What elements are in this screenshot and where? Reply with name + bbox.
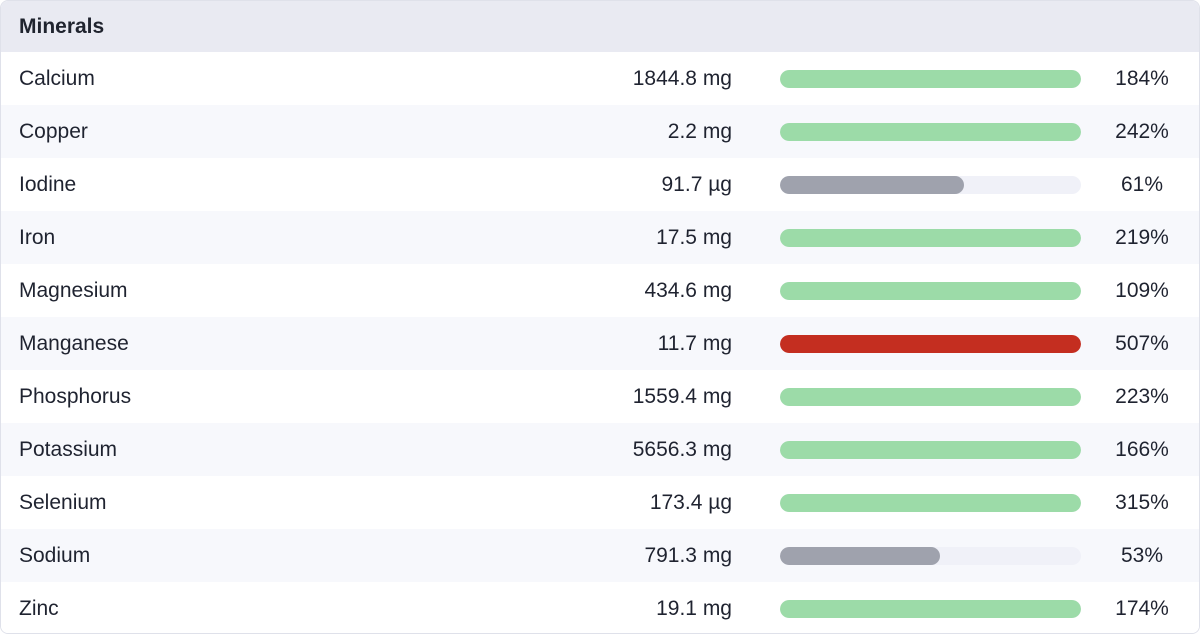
- mineral-amount: 91.7 µg: [661, 172, 733, 196]
- mineral-percent: 315%: [1115, 490, 1169, 514]
- progress-bar-track: [780, 334, 1081, 353]
- progress-bar-track: [780, 493, 1081, 512]
- progress-bar-fill: [780, 122, 1081, 141]
- mineral-row: Iodine 91.7 µg 61%: [1, 158, 1199, 211]
- progress-bar-track: [780, 69, 1081, 88]
- mineral-name: Iodine: [19, 172, 77, 196]
- progress-bar-track: [780, 546, 1081, 565]
- progress-bar-fill: [780, 281, 1081, 300]
- panel-title: Minerals: [19, 14, 105, 38]
- progress-bar-fill: [780, 546, 940, 565]
- progress-bar-track: [780, 440, 1081, 459]
- progress-bar-track: [780, 599, 1081, 618]
- mineral-percent: 507%: [1115, 331, 1169, 355]
- mineral-amount: 1559.4 mg: [632, 384, 732, 408]
- progress-bar-track: [780, 122, 1081, 141]
- mineral-name: Calcium: [19, 66, 95, 90]
- mineral-row: Copper 2.2 mg 242%: [1, 105, 1199, 158]
- progress-bar-fill: [780, 387, 1081, 406]
- mineral-percent: 166%: [1115, 437, 1169, 461]
- progress-bar-fill: [780, 175, 964, 194]
- mineral-row: Potassium 5656.3 mg 166%: [1, 423, 1199, 476]
- mineral-name: Selenium: [19, 490, 107, 514]
- mineral-amount: 173.4 µg: [649, 490, 732, 514]
- progress-bar-fill: [780, 599, 1081, 618]
- mineral-amount: 2.2 mg: [667, 119, 732, 143]
- mineral-amount: 791.3 mg: [644, 543, 732, 567]
- mineral-amount: 11.7 mg: [657, 331, 732, 355]
- mineral-row: Magnesium 434.6 mg 109%: [1, 264, 1199, 317]
- minerals-list: Calcium 1844.8 mg 184% Copper 2.2 mg 242% Iodi…: [1, 52, 1199, 633]
- mineral-name: Zinc: [19, 596, 59, 620]
- mineral-row: Phosphorus 1559.4 mg 223%: [1, 370, 1199, 423]
- progress-bar-fill: [780, 228, 1081, 247]
- mineral-name: Phosphorus: [19, 384, 132, 408]
- mineral-row: Calcium 1844.8 mg 184%: [1, 52, 1199, 105]
- mineral-name: Magnesium: [19, 278, 128, 302]
- mineral-name: Iron: [19, 225, 56, 249]
- progress-bar-track: [780, 228, 1081, 247]
- mineral-row: Sodium 791.3 mg 53%: [1, 529, 1199, 582]
- mineral-amount: 1844.8 mg: [632, 66, 732, 90]
- mineral-percent: 53%: [1120, 543, 1164, 567]
- progress-bar-fill: [780, 493, 1081, 512]
- mineral-row: Selenium 173.4 µg 315%: [1, 476, 1199, 529]
- progress-bar-track: [780, 281, 1081, 300]
- mineral-name: Sodium: [19, 543, 91, 567]
- progress-bar-track: [780, 387, 1081, 406]
- mineral-row: Zinc 19.1 mg 174%: [1, 582, 1199, 633]
- mineral-row: Manganese 11.7 mg 507%: [1, 317, 1199, 370]
- progress-bar-fill: [780, 69, 1081, 88]
- mineral-name: Potassium: [19, 437, 118, 461]
- mineral-amount: 17.5 mg: [656, 225, 732, 249]
- mineral-percent: 61%: [1120, 172, 1164, 196]
- mineral-row: Iron 17.5 mg 219%: [1, 211, 1199, 264]
- mineral-amount: 5656.3 mg: [632, 437, 732, 461]
- mineral-percent: 184%: [1115, 66, 1169, 90]
- mineral-percent: 219%: [1115, 225, 1169, 249]
- mineral-name: Manganese: [19, 331, 129, 355]
- mineral-amount: 19.1 mg: [656, 596, 732, 620]
- progress-bar-fill: [780, 440, 1081, 459]
- mineral-percent: 174%: [1115, 596, 1169, 620]
- mineral-percent: 242%: [1115, 119, 1169, 143]
- mineral-amount: 434.6 mg: [644, 278, 732, 302]
- mineral-percent: 109%: [1115, 278, 1169, 302]
- mineral-name: Copper: [19, 119, 88, 143]
- mineral-percent: 223%: [1115, 384, 1169, 408]
- panel-header: Minerals: [1, 1, 1199, 52]
- progress-bar-fill: [780, 334, 1081, 353]
- progress-bar-track: [780, 175, 1081, 194]
